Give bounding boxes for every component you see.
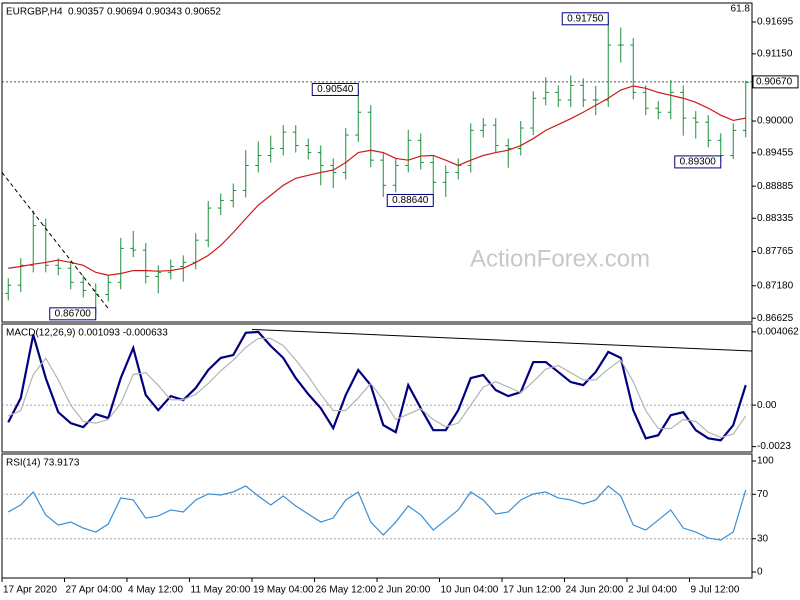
- x-tick-label: 27 Apr 04:00: [66, 585, 123, 596]
- x-tick-label: 17 Jun 12:00: [503, 585, 561, 596]
- last-price-label: 0.90670: [756, 77, 793, 88]
- x-tick-label: 24 Jun 20:00: [566, 585, 624, 596]
- panel: [1, 323, 753, 453]
- x-tick-label: 2 Jun 20:00: [378, 585, 431, 596]
- y-tick-label: 100: [757, 456, 774, 467]
- panel: [1, 453, 753, 579]
- panel-title: EURGBP,H4 0.90357 0.90694 0.90343 0.9065…: [6, 7, 221, 18]
- annotation-box: [561, 12, 609, 26]
- y-tick-label: 30: [757, 533, 769, 544]
- annotation-label: 0.88640: [392, 195, 429, 206]
- watermark: ActionForex.com: [470, 245, 650, 272]
- y-tick-label: 0.88885: [757, 181, 794, 192]
- series-line: [8, 85, 746, 276]
- x-tick-label: 9 Jul 12:00: [691, 585, 740, 596]
- annotation-label: 0.89300: [680, 157, 717, 168]
- panel-title: RSI(14) 73.9173: [6, 458, 80, 469]
- y-tick-label: 0.87180: [757, 280, 794, 291]
- annotation-box: [49, 307, 97, 321]
- annotation-box: [674, 155, 722, 169]
- x-tick-label: 26 May 12:00: [316, 585, 377, 596]
- y-tick-label: 0.87765: [757, 246, 794, 257]
- fib-label: 61.8: [731, 4, 751, 15]
- y-tick-label: 0.89455: [757, 148, 794, 159]
- x-tick-label: 11 May 20:00: [191, 585, 251, 596]
- annotation-label: 0.90540: [317, 84, 354, 95]
- x-tick-label: 2 Jul 04:00: [628, 585, 677, 596]
- series-line: [8, 337, 747, 439]
- x-tick-label: 19 May 04:00: [253, 585, 314, 596]
- trend-line: [1, 172, 109, 309]
- y-tick-label: 0.91695: [757, 17, 794, 28]
- panel: [1, 2, 753, 323]
- annotation-box: [311, 82, 359, 96]
- trend-line: [251, 328, 753, 352]
- x-tick-label: 4 May 12:00: [128, 585, 183, 596]
- series-line: [7, 330, 747, 442]
- y-tick-label: 0.88335: [757, 213, 794, 224]
- y-tick-label: 0.004062: [757, 327, 799, 338]
- last-price-box: [752, 75, 799, 89]
- series-line: [7, 485, 747, 541]
- y-tick-label: 0.91150: [757, 48, 793, 59]
- x-tick-label: 10 Jun 04:00: [441, 585, 499, 596]
- annotation-box: [386, 193, 434, 207]
- y-tick-label: -0.0023: [757, 441, 791, 452]
- y-tick-label: 0: [757, 567, 763, 578]
- y-tick-label: 0.00: [757, 400, 777, 411]
- y-tick-label: 0.90000: [757, 116, 794, 127]
- panel-title: MACD(12,26,9) 0.001093 -0.000633: [6, 328, 168, 339]
- annotation-label: 0.91750: [567, 13, 604, 24]
- annotation-label: 0.86700: [55, 308, 92, 319]
- x-tick-label: 17 Apr 2020: [3, 585, 57, 596]
- y-tick-label: 70: [757, 489, 769, 500]
- y-tick-label: 0.86625: [757, 313, 794, 324]
